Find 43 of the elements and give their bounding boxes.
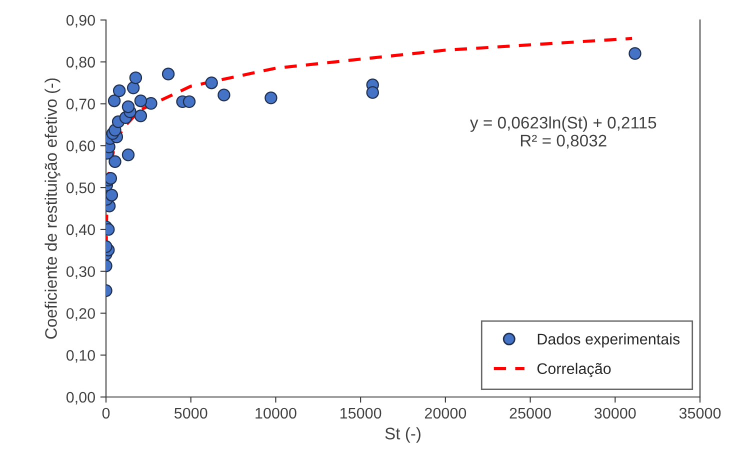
x-tick-label: 5000 (174, 408, 208, 419)
y-tick-label: 0,00 (66, 392, 95, 404)
x-tick-label: 30000 (594, 408, 636, 419)
point (108, 94, 121, 108)
x-axis-title: St (-) (385, 427, 420, 443)
x-tick-label: 35000 (679, 408, 721, 419)
x-tick-label: 25000 (510, 408, 551, 419)
point (106, 172, 118, 185)
point (366, 86, 379, 99)
point (628, 47, 642, 60)
y-tick-label: 0,30 (66, 266, 95, 279)
point (122, 100, 135, 114)
y-axis-title: Coeficiente de restituição efetivo (-) (44, 78, 60, 339)
y-tick-label: 0,50 (66, 182, 95, 196)
y-tick-label: 0,90 (66, 14, 95, 28)
point (205, 76, 218, 90)
point (218, 88, 230, 102)
x-tick-label: 0 (102, 408, 110, 419)
legend-label: Correlação (537, 362, 611, 378)
y-tick-label: 0,20 (66, 308, 95, 321)
point (134, 94, 148, 108)
point (126, 81, 140, 94)
annotation: R² = 0,8032 (520, 134, 606, 149)
legend-label: Dados experimentais (538, 333, 680, 348)
point (264, 92, 278, 104)
x-tick-label: 20000 (424, 408, 466, 419)
annotation: y = 0,0623ln(St) + 0,2115 (470, 116, 656, 132)
point (162, 68, 175, 80)
point (106, 188, 118, 202)
point (129, 71, 142, 84)
y-tick-label: 0,80 (66, 56, 95, 70)
y-tick-label: 0,40 (66, 224, 95, 237)
point (108, 155, 122, 168)
y-tick-label: 0,70 (66, 98, 95, 112)
x-tick-label: 10000 (256, 408, 296, 419)
point (112, 84, 126, 98)
point (182, 95, 196, 108)
point (134, 110, 148, 122)
y-tick-label: 0,60 (66, 140, 95, 154)
x-tick-label: 15000 (340, 408, 382, 419)
point (144, 96, 158, 110)
point (122, 148, 135, 162)
y-tick-label: 0,10 (66, 350, 95, 363)
